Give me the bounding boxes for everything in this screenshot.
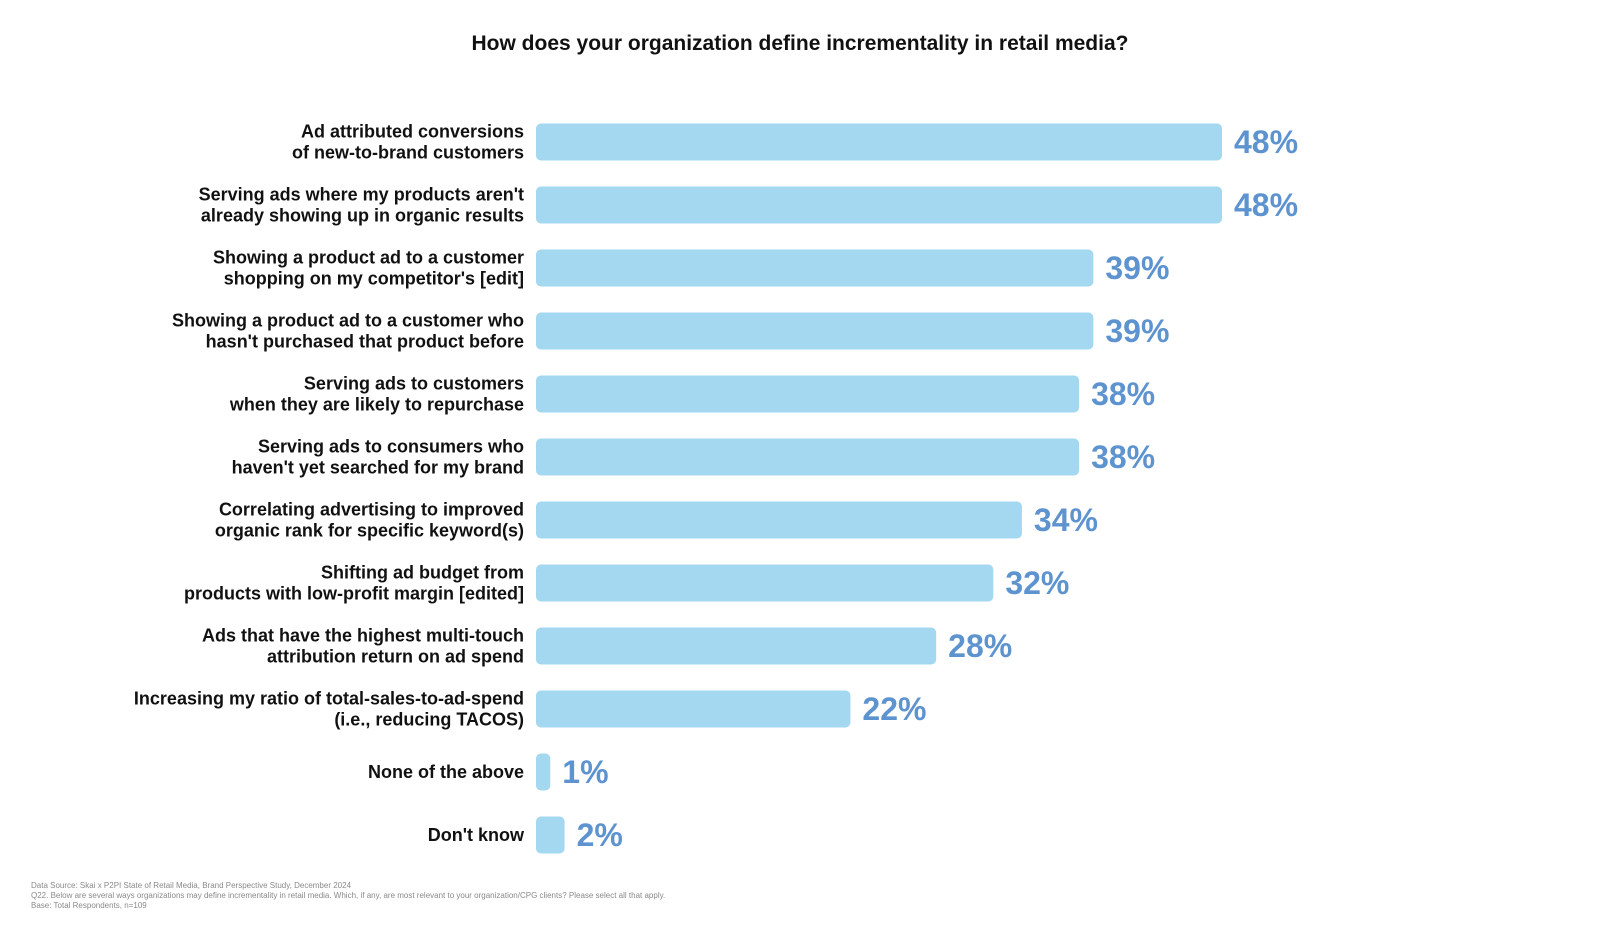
category-label-7-line-1: products with low-profit margin [edited] [184,584,524,604]
category-label-2: Showing a product ad to a customer shoppi… [213,248,524,289]
value-label-4: 38% [1091,376,1155,412]
bar-9 [536,690,851,728]
value-label-9: 22% [862,691,926,727]
chart-title: How does your organization define increm… [471,32,1129,55]
value-label-10: 1% [562,754,608,790]
value-label-11: 2% [577,817,623,853]
value-label-5: 38% [1091,439,1155,475]
bar-10 [536,753,551,791]
bar-5 [536,438,1080,476]
value-label-8: 28% [948,628,1012,664]
category-label-3-line-0: Showing a product ad to a customer who [172,311,524,331]
category-label-0-line-1: of new-to-brand customers [292,143,524,163]
bar-0 [536,123,1222,161]
category-label-11: Don't know [428,825,525,845]
category-label-4-line-1: when they are likely to repurchase [229,395,524,415]
category-label-3: Showing a product ad to a customer who ha… [172,311,524,352]
category-label-11-line-0: Don't know [428,825,525,845]
bar-1 [536,186,1222,224]
category-label-0-line-0: Ad attributed conversions [301,122,524,142]
footnote-base: Base: Total Respondents, n=109 [31,901,147,910]
category-label-7-line-0: Shifting ad budget from [321,563,524,583]
category-label-10: None of the above [368,762,524,782]
category-label-3-line-1: hasn't purchased that product before [206,332,524,352]
value-label-3: 39% [1105,313,1169,349]
category-label-8: Ads that have the highest multi-touch att… [202,626,524,667]
category-label-2-line-1: shopping on my competitor's [edit] [224,269,524,289]
category-label-5-line-0: Serving ads to consumers who [258,437,524,457]
category-label-2-line-0: Showing a product ad to a customer [213,248,524,268]
category-label-7: Shifting ad budget from products with low… [184,563,524,604]
value-label-7: 32% [1005,565,1069,601]
bar-4 [536,375,1080,413]
category-label-6: Correlating advertising to improved organ… [215,500,524,541]
value-label-2: 39% [1105,250,1169,286]
footnote-question: Q22. Below are several ways organization… [31,891,666,900]
footnote-source: Data Source: Skai x P2PI State of Retail… [31,881,352,890]
category-label-1-line-1: already showing up in organic results [201,206,524,226]
category-label-4: Serving ads to customers when they are li… [229,374,524,415]
category-label-8-line-1: attribution return on ad spend [267,647,524,667]
bar-11 [536,816,565,854]
category-label-5: Serving ads to consumers who haven't yet … [232,437,524,478]
category-label-10-line-0: None of the above [368,762,524,782]
category-label-9: Increasing my ratio of total-sales-to-ad… [134,689,524,730]
category-label-6-line-0: Correlating advertising to improved [219,500,524,520]
category-label-1: Serving ads where my products aren't alre… [199,185,524,226]
category-label-9-line-1: (i.e., reducing TACOS) [334,710,524,730]
footnote: Data Source: Skai x P2PI State of Retail… [31,881,665,911]
category-label-1-line-0: Serving ads where my products aren't [199,185,524,205]
category-label-8-line-0: Ads that have the highest multi-touch [202,626,524,646]
category-label-0: Ad attributed conversions of new-to-brand… [292,122,524,163]
bar-6 [536,501,1022,539]
bar-8 [536,627,937,665]
category-label-6-line-1: organic rank for specific keyword(s) [215,521,524,541]
value-label-6: 34% [1034,502,1098,538]
value-label-1: 48% [1234,187,1298,223]
bar-3 [536,312,1094,350]
category-label-5-line-1: haven't yet searched for my brand [232,458,524,478]
value-label-0: 48% [1234,124,1298,160]
category-label-4-line-0: Serving ads to customers [304,374,524,394]
bar-2 [536,249,1094,287]
bar-7 [536,564,994,602]
category-label-9-line-0: Increasing my ratio of total-sales-to-ad… [134,689,524,709]
